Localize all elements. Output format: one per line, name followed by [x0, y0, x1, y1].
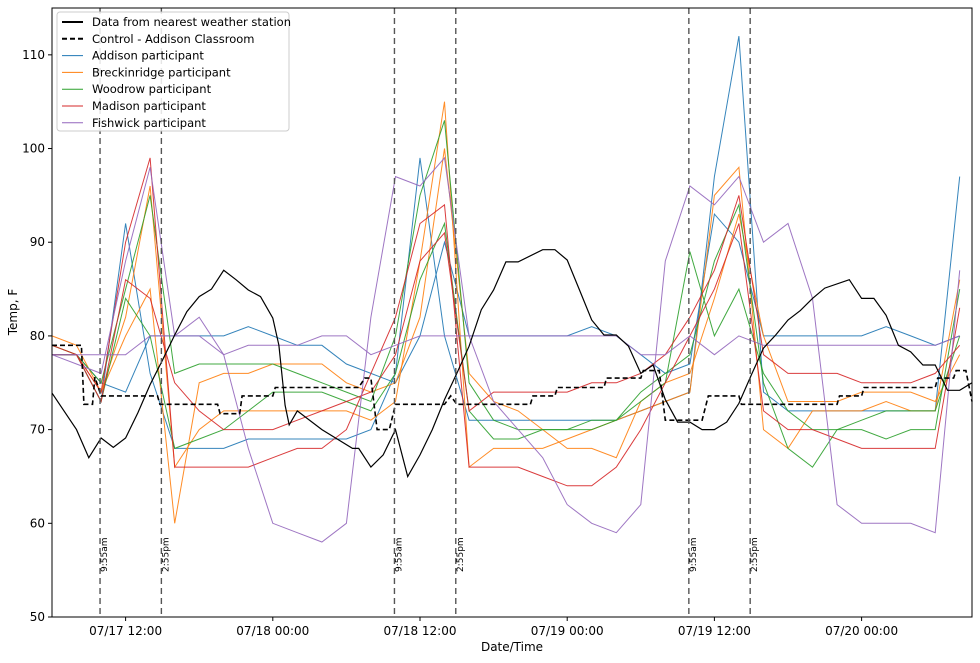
participant-trace [52, 202, 961, 468]
control-line [52, 344, 973, 431]
x-axis-label: Date/Time [481, 640, 543, 654]
participant-trace [52, 36, 961, 449]
participant-trace [51, 148, 961, 524]
y-tick-label: 50 [30, 610, 45, 624]
legend-label: Fishwick participant [92, 116, 206, 130]
annotation-label: 9:55am [100, 538, 110, 573]
annotation-label: 2:55pm [161, 537, 171, 572]
participant-trace [52, 212, 960, 393]
x-tick-label: 07/19 12:00 [678, 624, 751, 638]
annotation-label: 9:55am [394, 538, 404, 573]
y-axis-label: Temp, F [6, 289, 20, 337]
legend: Data from nearest weather station Control… [56, 11, 291, 132]
legend-label: Control - Addison Classroom [92, 32, 254, 46]
legend-label: Woodrow participant [92, 82, 212, 96]
x-tick-label: 07/18 12:00 [384, 624, 457, 638]
x-axis: 07/17 12:00 07/18 00:00 07/18 12:00 07/19 0… [89, 617, 898, 638]
participant-trace [52, 195, 961, 431]
annotation-label: 2:55pm [750, 537, 760, 572]
x-tick-label: 07/17 12:00 [89, 624, 162, 638]
y-axis: 50 60 70 80 90 100 110 [22, 48, 52, 624]
y-tick-label: 110 [22, 48, 45, 62]
x-tick-label: 07/19 00:00 [531, 624, 604, 638]
participant-trace [51, 101, 961, 469]
y-tick-label: 80 [30, 329, 45, 343]
x-tick-label: 07/18 00:00 [236, 624, 309, 638]
legend-label: Addison participant [92, 49, 204, 63]
participant-trace [51, 157, 961, 487]
annotation-label: 2:55pm [456, 537, 466, 572]
reference-lines [51, 249, 973, 479]
x-tick-label: 07/20 00:00 [825, 624, 898, 638]
plot-frame [51, 7, 973, 618]
y-tick-label: 60 [30, 516, 45, 530]
legend-box [56, 11, 290, 132]
participant-traces [51, 36, 961, 543]
annotation-label: 9:55am [689, 538, 699, 573]
y-tick-label: 90 [30, 235, 45, 249]
y-tick-label: 100 [22, 142, 45, 156]
weather-station-line [51, 249, 973, 479]
legend-label: Data from nearest weather station [92, 15, 291, 29]
participant-trace [51, 156, 961, 543]
participant-trace [52, 335, 960, 356]
legend-label: Breckinridge participant [92, 65, 231, 79]
legend-label: Madison participant [92, 99, 206, 113]
y-tick-label: 70 [30, 423, 45, 437]
participant-trace [51, 120, 961, 440]
